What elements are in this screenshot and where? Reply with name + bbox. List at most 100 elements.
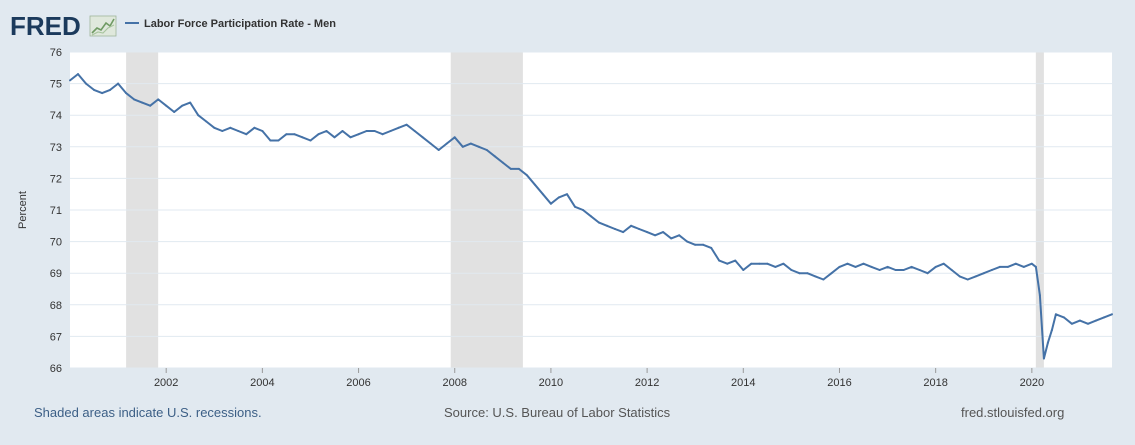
data-point xyxy=(590,215,592,218)
y-tick-label: 70 xyxy=(50,237,62,249)
data-point xyxy=(966,278,969,281)
data-point xyxy=(357,133,360,136)
data-point xyxy=(934,265,937,268)
data-point xyxy=(726,262,729,265)
data-point xyxy=(998,265,1001,268)
data-point xyxy=(1050,329,1053,332)
data-point xyxy=(566,193,568,196)
data-point xyxy=(109,88,112,91)
data-point xyxy=(846,262,849,265)
data-point xyxy=(1014,262,1017,265)
data-point xyxy=(1030,262,1033,265)
data-point xyxy=(886,265,889,268)
data-point xyxy=(958,275,961,278)
data-point xyxy=(277,139,280,142)
series-line-labor-force-participation-men[interactable] xyxy=(69,73,1113,360)
data-point xyxy=(814,275,817,278)
data-point xyxy=(381,133,384,136)
data-point xyxy=(373,130,376,132)
data-point xyxy=(93,88,95,91)
data-point xyxy=(85,82,87,85)
data-point xyxy=(1042,357,1045,360)
data-point xyxy=(509,167,512,170)
y-tick-label: 76 xyxy=(50,47,62,59)
data-point xyxy=(1087,322,1089,325)
data-point xyxy=(974,275,977,278)
site-link[interactable]: fred.stlouisfed.org xyxy=(961,405,1065,420)
data-point xyxy=(501,161,504,164)
data-point xyxy=(397,126,400,129)
data-point xyxy=(349,136,352,139)
data-point xyxy=(798,272,801,275)
data-point xyxy=(533,183,536,186)
data-point xyxy=(1070,322,1073,325)
data-point xyxy=(1046,341,1049,344)
data-point xyxy=(598,221,600,224)
data-point xyxy=(1111,313,1113,316)
data-point xyxy=(325,130,328,132)
data-point xyxy=(1062,316,1065,319)
data-point xyxy=(630,224,633,227)
data-point xyxy=(622,231,625,234)
data-point xyxy=(718,259,721,262)
fred-logo[interactable]: FRED xyxy=(10,11,117,41)
recessions-note[interactable]: Shaded areas indicate U.S. recessions. xyxy=(34,405,262,420)
data-point xyxy=(157,98,160,101)
data-point xyxy=(878,269,881,271)
data-point xyxy=(702,243,705,246)
data-point xyxy=(269,139,272,142)
fred-logo-text: FRED xyxy=(10,11,81,41)
data-point xyxy=(469,142,472,145)
data-point xyxy=(189,101,192,104)
data-point xyxy=(830,272,833,275)
data-point xyxy=(461,145,464,148)
x-axis: 2002 2004 2006 2008 2010 2012 2014 2016 2018 2020 xyxy=(154,368,1044,389)
data-point xyxy=(910,265,913,268)
data-point xyxy=(582,209,584,211)
y-axis: 66 67 68 69 70 71 72 73 74 75 76 xyxy=(50,47,62,375)
data-point xyxy=(421,136,424,139)
x-tick-label: 2002 xyxy=(154,377,178,389)
x-tick-label: 2004 xyxy=(250,377,274,389)
y-tick-label: 71 xyxy=(50,205,62,217)
data-point xyxy=(1103,316,1105,319)
data-point xyxy=(549,202,552,205)
data-point xyxy=(301,136,304,139)
data-point xyxy=(485,149,488,151)
data-point xyxy=(918,269,921,271)
data-point xyxy=(574,205,576,208)
data-point xyxy=(221,130,224,132)
data-point xyxy=(437,149,440,151)
data-point xyxy=(742,269,745,271)
data-point xyxy=(197,114,200,117)
data-point xyxy=(317,133,320,136)
data-point xyxy=(77,73,79,76)
data-point xyxy=(782,262,785,265)
data-point xyxy=(638,228,641,230)
data-points xyxy=(69,73,1113,360)
data-point xyxy=(69,79,71,82)
data-point xyxy=(926,272,929,275)
data-point xyxy=(445,142,448,145)
data-point xyxy=(942,262,945,265)
legend[interactable]: Labor Force Participation Rate - Men xyxy=(125,18,336,30)
data-point xyxy=(101,92,104,95)
y-tick-label: 68 xyxy=(50,300,62,312)
data-point xyxy=(1006,265,1009,268)
data-point xyxy=(1022,265,1025,268)
data-point xyxy=(309,139,312,142)
x-tick-label: 2012 xyxy=(635,377,659,389)
data-point xyxy=(181,104,184,107)
data-point xyxy=(341,130,344,132)
data-point xyxy=(253,126,256,129)
data-point xyxy=(614,228,616,230)
data-point xyxy=(678,234,681,237)
data-point xyxy=(902,269,905,271)
x-tick-label: 2008 xyxy=(442,377,466,389)
data-point xyxy=(261,130,264,132)
data-point xyxy=(646,231,649,234)
y-tick-label: 72 xyxy=(50,173,62,185)
data-point xyxy=(1034,265,1037,268)
data-point xyxy=(149,104,152,107)
data-point xyxy=(245,133,248,136)
